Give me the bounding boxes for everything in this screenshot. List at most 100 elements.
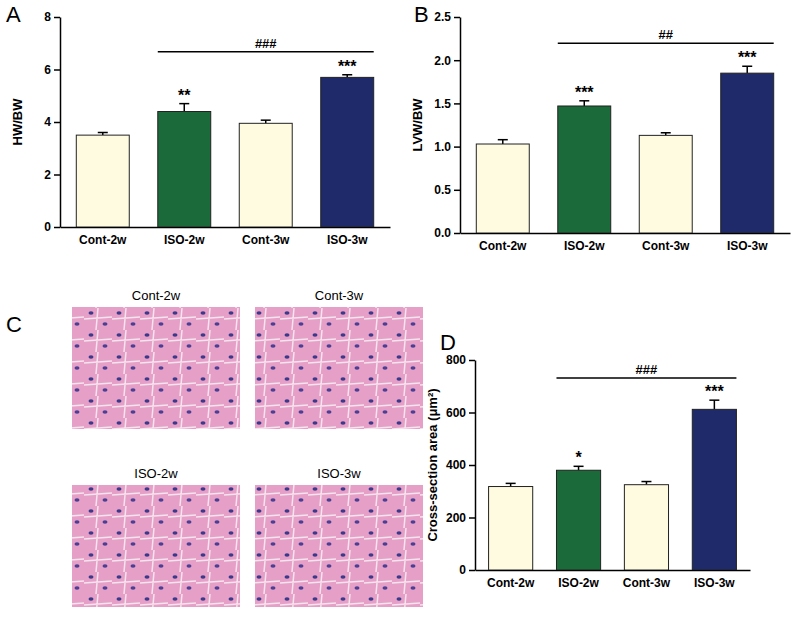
- x-axis: Cont-2wISO-2wCont-3wISO-3w: [461, 234, 791, 254]
- error-cap: [506, 483, 516, 485]
- y-tick: 2.0: [434, 54, 460, 68]
- y-tick-mark: [54, 174, 60, 176]
- y-tick: 400: [446, 458, 475, 472]
- error-cap: [98, 132, 108, 134]
- y-tick-label: 400: [446, 458, 466, 472]
- panel-label: D: [440, 330, 456, 355]
- significance-marker: *: [575, 449, 582, 466]
- y-tick-label: 2: [44, 168, 51, 182]
- y-tick: 1.0: [434, 140, 460, 154]
- bar: [624, 485, 668, 570]
- histology-image: [255, 307, 423, 429]
- bar: [489, 487, 533, 570]
- comparison-line: [158, 51, 374, 53]
- figure: 02468Cont-2wISO-2wCont-3wISO-3wHW/BW****…: [0, 0, 800, 633]
- y-tick-mark: [54, 227, 60, 229]
- x-tick-label: Cont-2w: [79, 233, 127, 247]
- y-tick-label: 2.5: [434, 10, 451, 24]
- x-tick-label: ISO-2w: [558, 576, 599, 590]
- y-tick: 0: [459, 563, 475, 577]
- y-tick: 600: [446, 406, 475, 420]
- y-tick-mark: [454, 146, 460, 148]
- error-cap: [498, 139, 508, 141]
- histology-image: [255, 485, 423, 607]
- y-tick-mark: [469, 360, 475, 362]
- y-tick-label: 0: [44, 220, 51, 234]
- y-axis-title: Cross-section area (μm²): [425, 388, 440, 541]
- y-axis-title: HW/BW: [10, 98, 25, 146]
- bar-chart: 0200400600800Cont-2wISO-2wCont-3wISO-3wC…: [425, 353, 751, 590]
- bar: [158, 112, 211, 228]
- image-label: ISO-3w: [317, 466, 361, 481]
- x-tick: ISO-3w: [327, 233, 368, 247]
- comparison-marker: ###: [636, 362, 658, 377]
- x-tick: ISO-2w: [164, 233, 205, 247]
- x-tick-label: Cont-3w: [642, 239, 690, 253]
- significance-marker: **: [178, 87, 191, 104]
- y-tick: 6: [44, 63, 60, 77]
- x-axis: Cont-2w ISO-2w Cont-3w ISO-3w: [476, 571, 751, 591]
- y-axis-title: LVW/BW: [410, 98, 425, 152]
- x-axis: Cont-2w ISO-2w Cont-3w ISO-3w: [61, 228, 391, 248]
- y-axis: 0.00.51.01.52.02.5: [434, 10, 460, 240]
- x-tick: ISO-3w: [694, 576, 735, 590]
- error-cap: [661, 132, 671, 134]
- y-tick-label: 1.5: [434, 97, 451, 111]
- y-tick-label: 1.0: [434, 140, 451, 154]
- y-axis: 0 2 4 6 8: [44, 10, 60, 234]
- x-tick-label: Cont-3w: [623, 576, 671, 590]
- error-cap: [641, 481, 651, 483]
- bar: [558, 106, 611, 233]
- comparison-line: [556, 377, 736, 379]
- y-tick-mark: [469, 570, 475, 572]
- bar-chart: 0.00.51.01.52.02.5Cont-2wISO-2wCont-3wIS…: [410, 10, 791, 253]
- x-tick: Cont-2w: [79, 233, 127, 247]
- y-tick-label: 0.0: [434, 226, 451, 240]
- y-tick-mark: [54, 69, 60, 71]
- bar: [476, 144, 529, 233]
- x-tick-label: ISO-2w: [564, 239, 605, 253]
- y-tick-mark: [454, 17, 460, 19]
- y-tick-label: 600: [446, 406, 466, 420]
- y-axis-line: [460, 18, 462, 234]
- y-tick-label: 6: [44, 63, 51, 77]
- x-tick: Cont-2w: [487, 576, 535, 590]
- y-tick: 0.0: [434, 226, 460, 240]
- panel-label: C: [6, 312, 22, 337]
- y-tick: 8: [44, 10, 60, 24]
- y-tick-label: 0: [459, 563, 466, 577]
- y-tick: 4: [44, 115, 60, 129]
- significance-marker: ***: [575, 84, 594, 101]
- histology-image: [72, 485, 240, 607]
- y-tick-label: 200: [446, 511, 466, 525]
- y-tick-mark: [54, 122, 60, 124]
- x-tick-label: Cont-3w: [242, 233, 290, 247]
- y-tick-mark: [454, 190, 460, 192]
- x-tick-label: ISO-3w: [727, 239, 768, 253]
- plot-area: [476, 66, 773, 233]
- bar: [721, 73, 774, 233]
- bar: [321, 77, 374, 227]
- image-label: ISO-2w: [134, 466, 178, 481]
- bar-chart: 02468Cont-2wISO-2wCont-3wISO-3wHW/BW****…: [10, 10, 391, 247]
- x-tick-label: ISO-3w: [327, 233, 368, 247]
- bar: [556, 470, 600, 570]
- x-tick: Cont-3w: [642, 239, 690, 253]
- y-tick-mark: [469, 517, 475, 519]
- plot-area: [76, 75, 373, 227]
- y-tick-label: 8: [44, 10, 51, 24]
- y-tick-mark: [54, 17, 60, 19]
- x-tick: ISO-2w: [558, 576, 599, 590]
- bar: [76, 135, 129, 227]
- error-bar: [184, 104, 186, 112]
- y-tick-mark: [469, 412, 475, 414]
- y-tick-label: 4: [44, 115, 51, 129]
- comparison-line: [558, 42, 774, 44]
- x-tick-label: ISO-3w: [694, 576, 735, 590]
- error-cap: [261, 119, 271, 121]
- bar: [692, 409, 736, 570]
- image-label: Cont-3w: [315, 288, 364, 303]
- error-bar: [714, 400, 716, 409]
- y-tick-label: 800: [446, 353, 466, 367]
- plot-area: [489, 400, 737, 570]
